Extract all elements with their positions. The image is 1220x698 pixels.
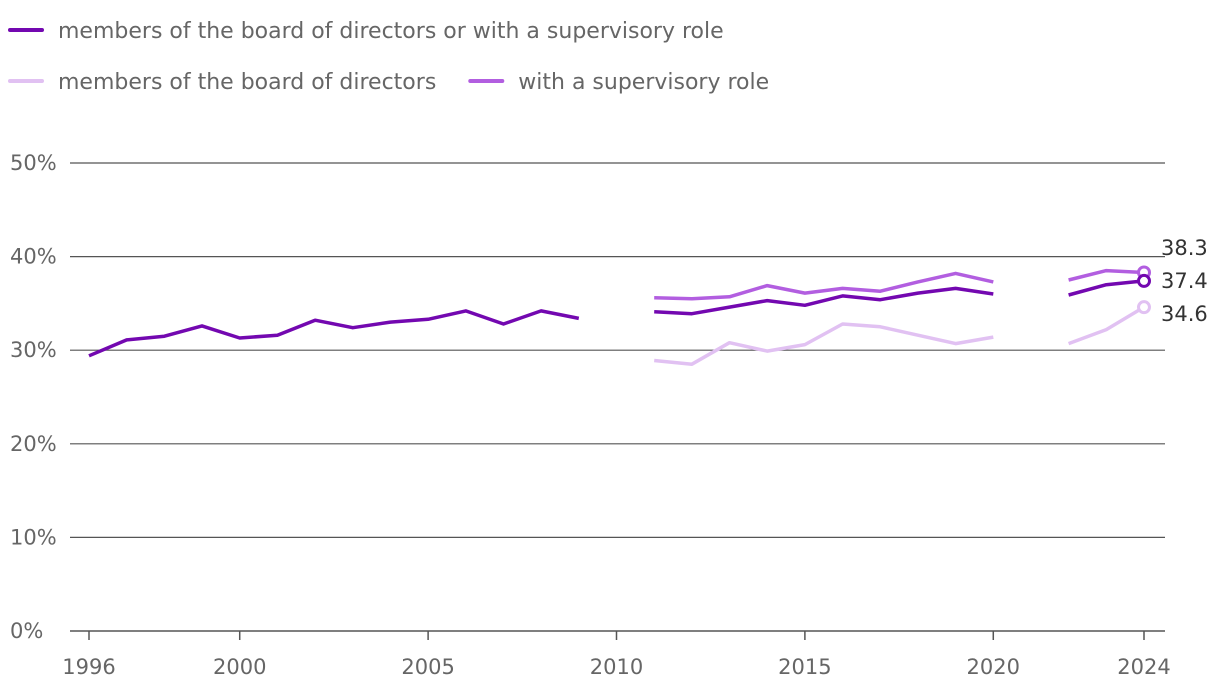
end-label-board: 34.6 (1161, 302, 1208, 326)
plot-area (88, 265, 1151, 366)
series-line-segment (654, 271, 994, 301)
series-line-segment (654, 322, 994, 366)
series-line-segment (1068, 279, 1145, 297)
legend: members of the board of directors or wit… (8, 19, 769, 95)
end-value-labels: 38.3 37.4 34.6 (1161, 236, 1208, 326)
x-tick-label: 2010 (590, 655, 643, 679)
end-point-marker (1137, 273, 1151, 288)
x-tick-label: 2015 (778, 655, 831, 679)
legend-label: members of the board of directors or wit… (58, 19, 724, 44)
series-line-segment (1067, 305, 1145, 346)
legend-item-board[interactable]: members of the board of directors (8, 70, 436, 95)
legend-label: with a supervisory role (518, 70, 769, 95)
x-tick-label: 2005 (401, 655, 454, 679)
x-tick-label: 1996 (62, 655, 115, 679)
x-tick-label: 2024 (1117, 655, 1170, 679)
y-gridlines (70, 162, 1165, 539)
legend-item-board-or-supervisory[interactable]: members of the board of directors or wit… (8, 19, 724, 44)
end-label-supervisory: 38.3 (1161, 236, 1208, 260)
y-tick-label: 20% (10, 432, 57, 456)
legend-item-supervisory[interactable]: with a supervisory role (468, 70, 769, 95)
y-tick-label: 30% (10, 338, 57, 362)
x-tick-label: 2000 (213, 655, 266, 679)
y-axis: 0% 10% 20% 30% 40% 50% (10, 151, 57, 643)
y-tick-label: 0% (10, 619, 43, 643)
x-axis: 1996 2000 2005 2010 2015 2020 2024 (62, 630, 1171, 679)
y-tick-label: 50% (10, 151, 57, 175)
end-label-board-or-supervisory: 37.4 (1161, 269, 1208, 293)
series-board-or-supervisory (88, 273, 1151, 358)
y-tick-label: 10% (10, 525, 57, 549)
legend-label: members of the board of directors (58, 70, 436, 95)
y-tick-label: 40% (10, 245, 57, 269)
series-board (654, 300, 1151, 366)
x-tick-label: 2020 (967, 655, 1020, 679)
end-point-marker (1137, 300, 1151, 315)
series-line-segment (88, 309, 580, 358)
series-line-segment (1068, 268, 1145, 282)
series-line-segment (654, 286, 994, 316)
